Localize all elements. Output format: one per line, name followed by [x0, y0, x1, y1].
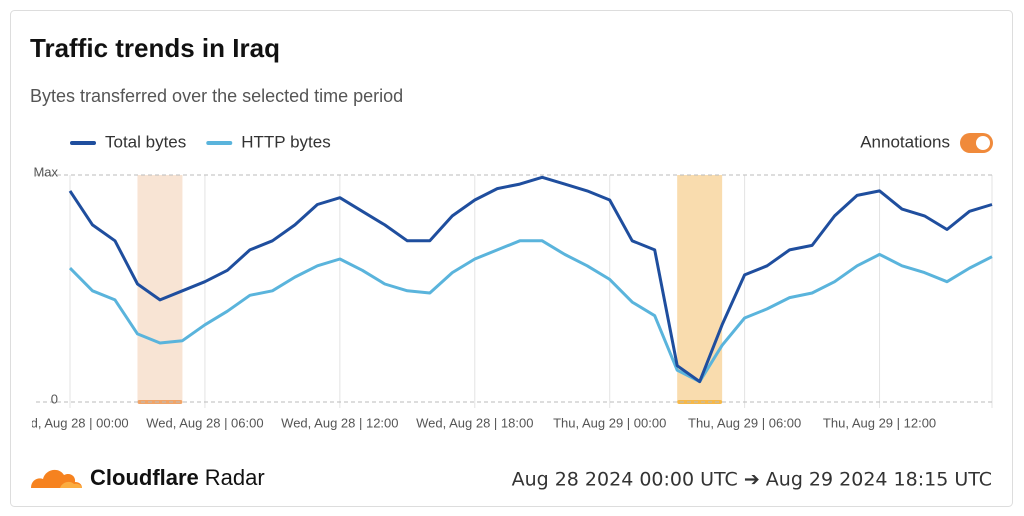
chart-subtitle: Bytes transferred over the selected time…	[30, 86, 403, 106]
product: Radar	[205, 465, 265, 490]
annotation-marker[interactable]	[677, 400, 723, 404]
logo	[31, 469, 82, 488]
x-tick-label: Thu, Aug 29 | 12:00	[823, 415, 936, 430]
series-line	[68, 175, 993, 384]
date-range: Aug 28 2024 00:00 UTC ➔ Aug 29 2024 18:1…	[512, 469, 992, 491]
annotation-marker[interactable]	[137, 400, 183, 404]
brand: Cloudflare	[90, 465, 199, 490]
annotation-band[interactable]	[677, 175, 723, 402]
y-tick-label: Max	[33, 164, 58, 179]
legend: Total bytes HTTP bytes	[70, 132, 331, 151]
x-tick-label: Wed, Aug 28 | 12:00	[281, 415, 398, 430]
x-tick-label: Wed, Aug 28 | 00:00	[11, 415, 128, 430]
x-tick-label: Thu, Aug 29 | 00:00	[553, 415, 666, 430]
x-tick-label: Wed, Aug 28 | 06:00	[146, 415, 263, 430]
logo-cloud-small	[60, 481, 82, 488]
legend-item[interactable]: Total bytes	[70, 132, 186, 151]
x-axis: Wed, Aug 28 | 00:00 Wed, Aug 28 | 06:00 We…	[11, 415, 936, 430]
toggle-knob[interactable]	[976, 136, 990, 150]
plot: 0 Max	[33, 164, 993, 408]
series-line	[68, 239, 993, 384]
y-tick-label: 0	[51, 391, 58, 406]
annotations-label[interactable]: Annotations	[860, 132, 950, 151]
legend-item[interactable]: HTTP bytes	[206, 132, 331, 151]
annotations-toggle[interactable]	[960, 133, 993, 153]
x-tick-label: Thu, Aug 29 | 06:00	[688, 415, 801, 430]
legend-label: HTTP bytes	[241, 132, 330, 151]
card	[10, 10, 1013, 507]
chart-title: Traffic trends in Iraq	[30, 33, 280, 63]
legend-label: Total bytes	[105, 132, 186, 151]
x-tick-label: Wed, Aug 28 | 18:00	[416, 415, 533, 430]
